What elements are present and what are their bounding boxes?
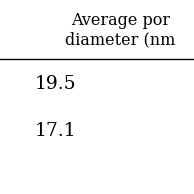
Text: Average por: Average por xyxy=(71,12,170,29)
Text: diameter (nm: diameter (nm xyxy=(65,31,175,48)
Text: 19.5: 19.5 xyxy=(35,75,77,93)
Text: 17.1: 17.1 xyxy=(35,122,77,140)
